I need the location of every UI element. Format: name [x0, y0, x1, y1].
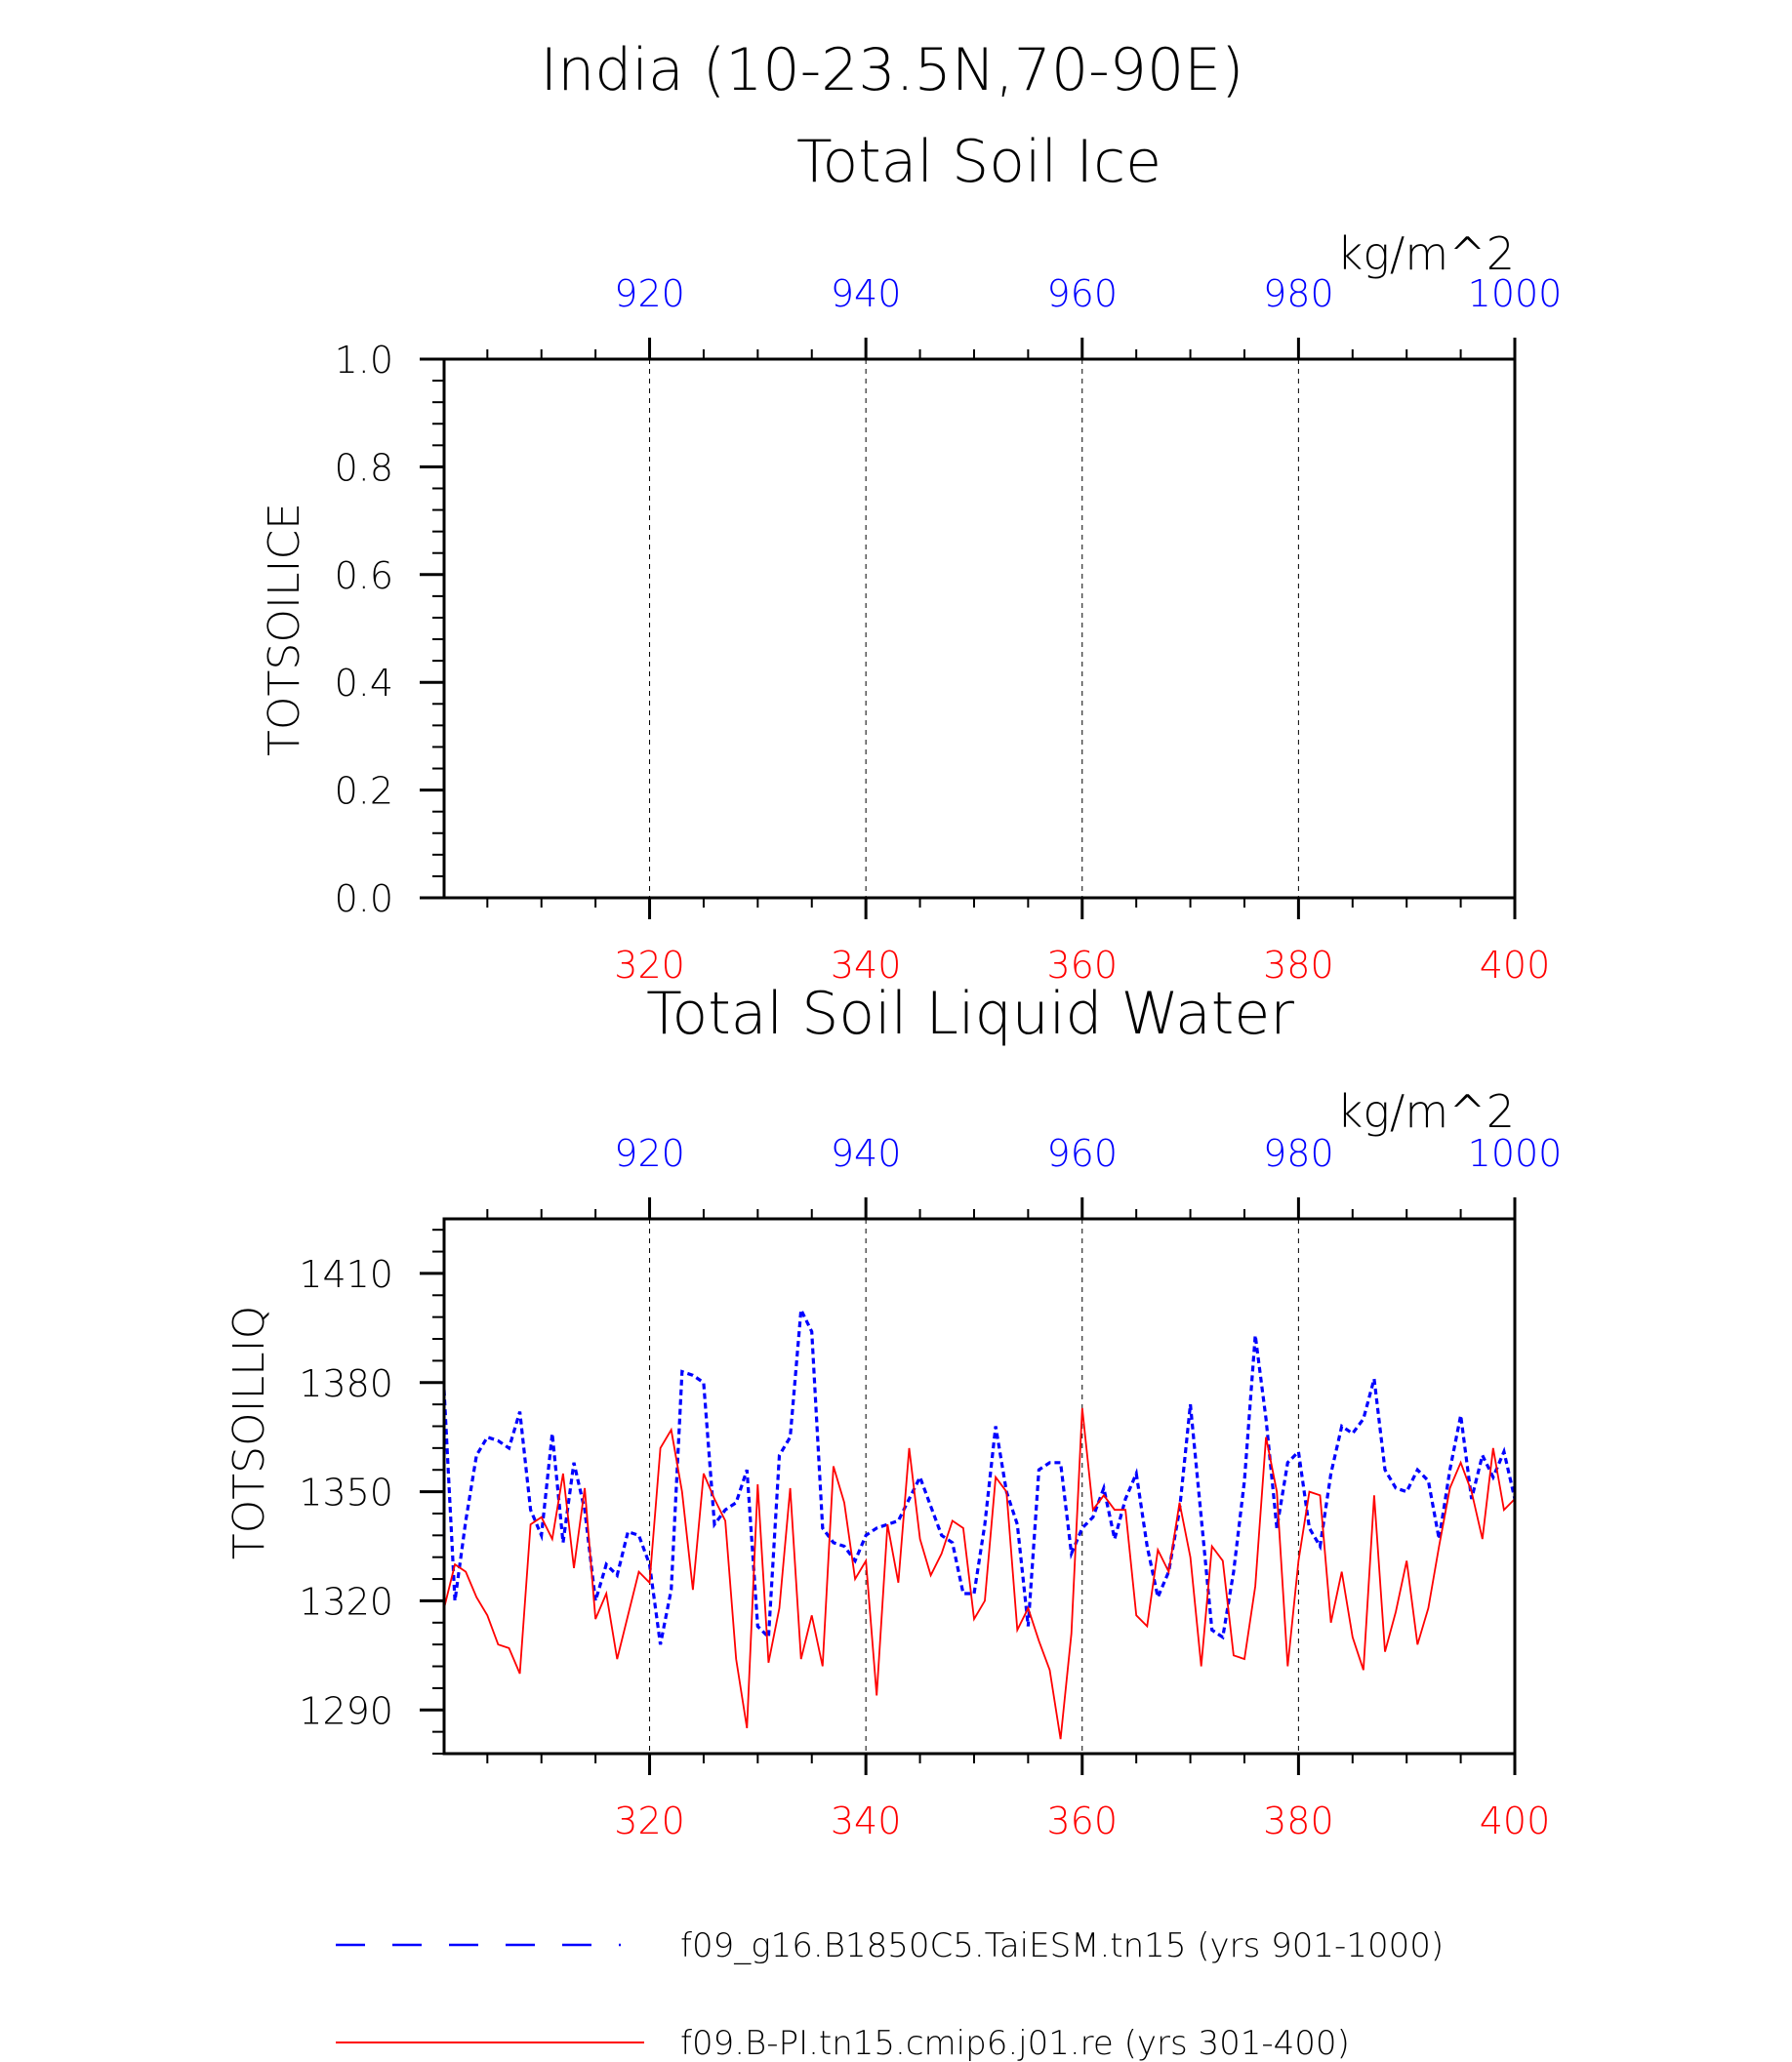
legend: f09_g16.B1850C5.TaiESM.tn15 (yrs 901-100… [336, 1926, 1444, 2062]
y-tick-label: 0.8 [335, 446, 393, 489]
x-tick-label-bottom: 360 [1047, 1799, 1119, 1842]
x-tick-label-top: 920 [614, 272, 685, 315]
panel-title: Total Soil Liquid Water [646, 980, 1294, 1048]
y-axis-label: TOTSOILLIQ [224, 1306, 274, 1560]
x-tick-label-top: 960 [1047, 1132, 1119, 1175]
x-tick-label-top: 940 [831, 1132, 902, 1175]
series-line-dashed [444, 1304, 1515, 1645]
x-tick-label-top: 980 [1263, 1132, 1334, 1175]
x-tick-label-top: 980 [1263, 272, 1334, 315]
x-tick-label-bottom: 320 [614, 1799, 685, 1842]
x-tick-label-bottom: 320 [614, 944, 685, 987]
x-tick-label-bottom: 400 [1480, 1799, 1551, 1842]
y-tick-label: 1380 [299, 1362, 393, 1405]
x-tick-label-top: 960 [1047, 272, 1119, 315]
y-tick-label: 1350 [299, 1472, 393, 1515]
y-tick-label: 1290 [299, 1689, 393, 1732]
x-tick-label-top: 1000 [1468, 1132, 1563, 1175]
x-tick-label-bottom: 380 [1263, 1799, 1334, 1842]
y-tick-label: 0.6 [335, 554, 393, 597]
y-axis-label: TOTSOILICE [260, 503, 309, 756]
y-tick-label: 1410 [299, 1253, 393, 1296]
panel-title: Total Soil Ice [796, 128, 1161, 196]
panel-total-soil-liquid-water: Total Soil Liquid Water kg/m^2 TOTSOILLI… [224, 980, 1562, 1842]
y-tick-label: 0.0 [335, 877, 393, 920]
plot-frame [442, 1217, 1517, 1756]
plot-frame [442, 357, 1517, 900]
y-tick-label: 1.0 [335, 339, 393, 382]
units-label: kg/m^2 [1337, 1085, 1515, 1138]
x-tick-label-bottom: 340 [831, 1799, 902, 1842]
legend-label-series-b: f09.B-PI.tn15.cmip6.j01.re (yrs 301-400) [680, 2024, 1350, 2062]
x-tick-label-top: 940 [831, 272, 902, 315]
figure-title: India (10-23.5N,70-90E) [541, 36, 1244, 104]
y-tick-label: 0.4 [335, 662, 393, 705]
legend-label-series-a: f09_g16.B1850C5.TaiESM.tn15 (yrs 901-100… [680, 1926, 1444, 1965]
x-tick-label-bottom: 380 [1263, 944, 1334, 987]
units-label: kg/m^2 [1337, 227, 1515, 280]
panel-total-soil-ice: Total Soil Ice kg/m^2 TOTSOILICE 320 340 3… [260, 128, 1562, 987]
x-tick-label-bottom: 400 [1480, 944, 1551, 987]
x-tick-label-bottom: 340 [831, 944, 902, 987]
series-line-solid [444, 1407, 1515, 1740]
x-tick-label-bottom: 360 [1047, 944, 1119, 987]
x-tick-label-top: 1000 [1468, 272, 1563, 315]
y-tick-label: 1320 [299, 1580, 393, 1623]
x-tick-label-top: 920 [614, 1132, 685, 1175]
y-tick-label: 0.2 [335, 770, 393, 813]
